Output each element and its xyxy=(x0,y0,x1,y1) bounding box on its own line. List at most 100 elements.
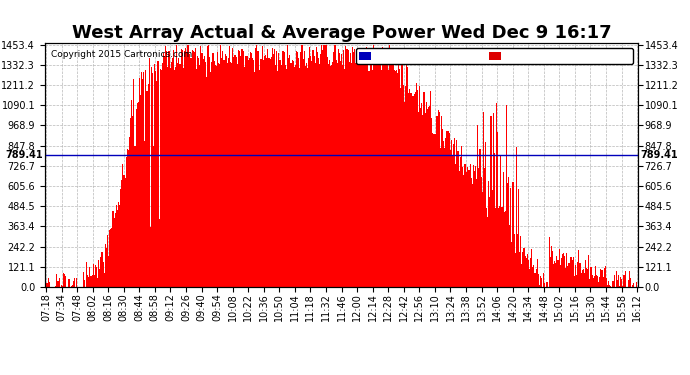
Bar xyxy=(633,283,634,287)
Bar xyxy=(190,57,192,287)
Bar xyxy=(310,56,311,287)
Bar xyxy=(84,280,85,287)
Bar xyxy=(242,49,243,287)
Bar xyxy=(389,45,391,287)
Bar xyxy=(364,52,365,287)
Bar xyxy=(561,258,562,287)
Bar xyxy=(287,45,288,287)
Bar xyxy=(586,268,587,287)
Bar xyxy=(571,257,572,287)
Bar xyxy=(197,56,198,287)
Bar xyxy=(528,260,529,287)
Bar xyxy=(508,177,509,287)
Bar xyxy=(385,59,386,287)
Bar xyxy=(293,61,294,287)
Bar xyxy=(576,275,578,287)
Bar xyxy=(575,265,576,287)
Bar xyxy=(208,45,209,287)
Bar xyxy=(515,147,517,287)
Bar xyxy=(116,206,117,287)
Bar xyxy=(555,263,556,287)
Bar xyxy=(472,184,473,287)
Bar xyxy=(201,53,203,287)
Bar xyxy=(308,58,309,287)
Bar xyxy=(217,52,218,287)
Bar xyxy=(426,109,428,287)
Bar xyxy=(159,69,161,287)
Bar xyxy=(549,237,550,287)
Bar xyxy=(163,53,164,287)
Bar xyxy=(186,52,187,287)
Bar xyxy=(309,47,310,287)
Bar xyxy=(363,63,364,287)
Bar xyxy=(539,285,540,287)
Bar xyxy=(502,172,504,287)
Bar xyxy=(405,86,406,287)
Bar xyxy=(354,50,355,287)
Bar xyxy=(589,279,591,287)
Bar xyxy=(130,118,131,287)
Bar xyxy=(324,45,326,287)
Bar xyxy=(121,180,122,287)
Bar xyxy=(496,103,497,287)
Bar xyxy=(270,57,272,287)
Bar xyxy=(470,165,471,287)
Bar xyxy=(184,51,185,287)
Bar xyxy=(383,60,384,287)
Bar xyxy=(380,48,381,287)
Bar xyxy=(408,93,409,287)
Bar xyxy=(373,45,374,287)
Bar xyxy=(428,107,429,287)
Bar xyxy=(455,164,456,287)
Bar xyxy=(327,57,328,287)
Bar xyxy=(188,45,189,287)
Bar xyxy=(558,260,559,287)
Bar xyxy=(111,228,112,287)
Bar xyxy=(173,50,174,287)
Bar xyxy=(235,57,237,287)
Bar xyxy=(552,251,553,287)
Bar xyxy=(132,116,133,287)
Bar xyxy=(274,49,275,287)
Bar xyxy=(149,58,150,287)
Text: Copyright 2015 Cartronics.com: Copyright 2015 Cartronics.com xyxy=(51,51,192,59)
Bar xyxy=(462,166,463,287)
Bar xyxy=(518,189,519,287)
Bar xyxy=(421,103,422,287)
Bar xyxy=(420,108,421,287)
Bar xyxy=(141,72,142,287)
Legend: Average  (DC Watts), West Array  (DC Watts): Average (DC Watts), West Array (DC Watts… xyxy=(356,48,633,64)
Bar xyxy=(609,285,610,287)
Bar xyxy=(139,78,140,287)
Bar xyxy=(183,68,184,287)
Bar xyxy=(374,51,375,287)
Bar xyxy=(264,56,265,287)
Bar xyxy=(574,276,575,287)
Bar xyxy=(129,137,130,287)
Bar xyxy=(216,66,217,287)
Bar xyxy=(433,134,435,287)
Bar xyxy=(495,209,496,287)
Bar xyxy=(192,50,193,287)
Bar xyxy=(593,276,595,287)
Bar xyxy=(94,274,95,287)
Bar xyxy=(591,275,593,287)
Bar xyxy=(161,70,162,287)
Bar xyxy=(362,64,363,287)
Bar xyxy=(466,172,467,287)
Bar xyxy=(411,93,413,287)
Bar xyxy=(131,100,132,287)
Bar xyxy=(73,281,74,287)
Bar xyxy=(387,51,388,287)
Bar xyxy=(424,113,426,287)
Bar xyxy=(288,58,289,287)
Bar xyxy=(430,91,431,287)
Bar xyxy=(378,62,380,287)
Bar xyxy=(538,274,539,287)
Bar xyxy=(444,148,445,287)
Bar xyxy=(471,178,472,287)
Bar xyxy=(332,62,333,287)
Bar xyxy=(519,252,520,287)
Bar xyxy=(92,264,94,287)
Bar xyxy=(367,50,368,287)
